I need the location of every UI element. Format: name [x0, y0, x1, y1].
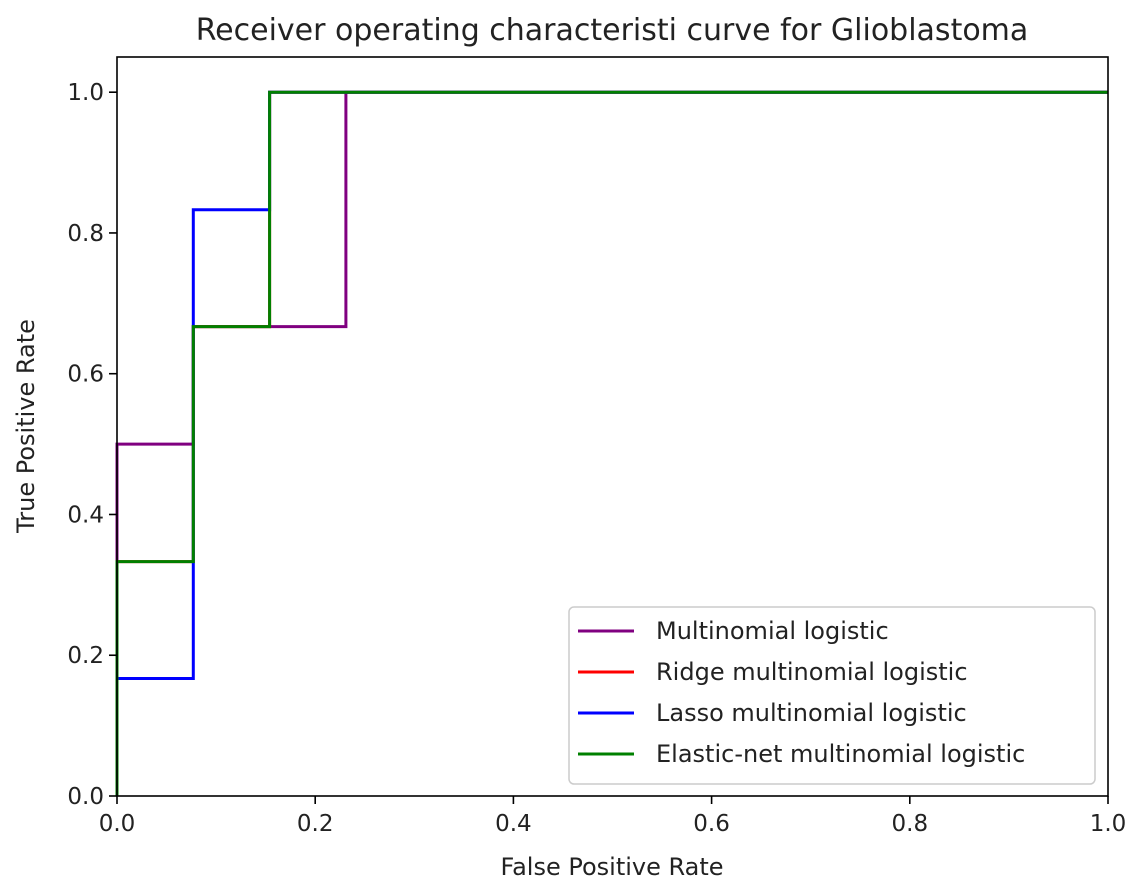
legend-label: Multinomial logistic [656, 617, 889, 645]
x-axis-label: False Positive Rate [500, 853, 723, 881]
legend-box [568, 606, 1096, 785]
x-tick-label: 0.8 [892, 811, 929, 837]
x-tick-label: 0.4 [495, 811, 532, 837]
y-tick-label: 0.6 [67, 362, 104, 388]
chart-title: Receiver operating characteristi curve f… [196, 13, 1029, 48]
y-tick-label: 0.0 [67, 784, 104, 810]
legend-label: Elastic-net multinomial logistic [656, 740, 1025, 768]
legend-label: Lasso multinomial logistic [656, 699, 967, 727]
x-tick-label: 0.6 [693, 811, 730, 837]
y-tick-label: 0.8 [67, 221, 104, 247]
y-axis-label: True Positive Rate [12, 319, 40, 534]
x-tick-label: 0.2 [297, 811, 334, 837]
x-tick-label: 0.0 [99, 811, 136, 837]
legend: Multinomial logistic Ridge multinomial lo… [568, 606, 1096, 785]
y-tick-label: 1.0 [67, 80, 104, 106]
plot-frame [116, 56, 1109, 797]
legend-label: Ridge multinomial logistic [656, 658, 968, 686]
x-axis: 0.0 0.2 0.4 0.6 0.8 1.0 [99, 796, 1127, 837]
x-tick-label: 1.0 [1090, 811, 1127, 837]
y-axis: 0.0 0.2 0.4 0.6 0.8 1.0 [67, 80, 117, 810]
y-tick-label: 0.4 [67, 502, 104, 528]
y-tick-label: 0.2 [67, 643, 104, 669]
legend-entries: Multinomial logistic Ridge multinomial lo… [578, 617, 1025, 768]
